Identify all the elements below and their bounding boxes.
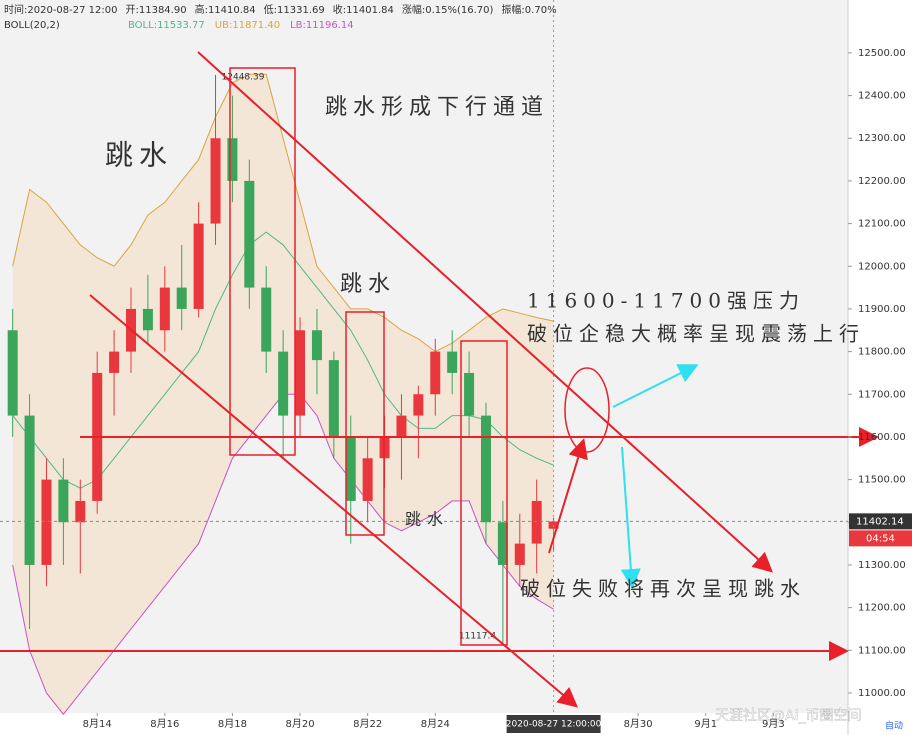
y-tick-label: 12400.00 <box>858 91 906 102</box>
x-tick-label: 9月3 <box>762 718 785 730</box>
candle-body <box>7 330 18 416</box>
candle-body <box>295 330 306 416</box>
y-tick-label: 11600.00 <box>858 432 906 443</box>
candle-body <box>41 479 52 565</box>
y-tick-label: 11200.00 <box>858 603 906 614</box>
crosshair-box <box>506 715 601 733</box>
y-tick-label: 11500.00 <box>858 475 906 486</box>
header-item: 开:11384.90 <box>125 5 186 16</box>
candle-body <box>531 500 542 544</box>
annotation: 11600-11700强压力 <box>527 289 805 313</box>
candle-body <box>362 458 373 501</box>
candle-body <box>278 351 289 416</box>
header-item: 收:11401.84 <box>333 3 394 16</box>
y-tick-label: 12500.00 <box>858 48 906 59</box>
y-tick-label: 11700.00 <box>858 389 906 400</box>
countdown-label: 04:54 <box>866 533 895 544</box>
y-tick-label: 11900.00 <box>858 304 906 315</box>
annotation: 跳水形成下行通道 <box>325 95 549 120</box>
arrow <box>612 364 699 408</box>
arrow <box>620 446 641 589</box>
x-tick-label: 8月22 <box>353 718 382 730</box>
arrow <box>548 438 588 554</box>
annotation: 破位企稳大概率呈现震荡上行 <box>527 322 865 346</box>
candle-body <box>227 138 238 181</box>
legend-entry: UB:11871.40 <box>215 20 280 31</box>
channel-line <box>197 51 773 573</box>
candle-body <box>142 308 153 331</box>
annotations: 跳水形成下行通道 跳水 跳水 跳水 11600-11700强压力 破位企稳大概率… <box>0 51 879 708</box>
x-tick-label: 8月20 <box>285 718 314 730</box>
last-price-label: 11402.14 <box>856 516 904 527</box>
annotation: 跳水 <box>340 272 396 297</box>
legend-entry: BOLL:11533.77 <box>128 20 205 31</box>
low-label: 11117.4 <box>459 631 496 641</box>
candle-body <box>480 415 491 523</box>
x-tick-label: 8月14 <box>83 718 112 730</box>
candle-body <box>497 522 508 565</box>
price-axis-background <box>848 0 912 735</box>
header-line: 时间:2020-08-27 12:00 开:11384.90 高:11410.84 低… <box>4 3 557 16</box>
indicator-line <box>12 231 554 489</box>
candle-body <box>176 287 187 309</box>
candle-body <box>75 500 86 523</box>
candle-body <box>447 351 458 373</box>
red-box <box>345 311 385 536</box>
high-label: 12448.39 <box>222 72 265 82</box>
scale-mode[interactable]: 自动 <box>885 720 903 732</box>
header-item: 低:11331.69 <box>264 3 325 16</box>
y-tick-label: 12300.00 <box>858 133 906 144</box>
last-price-box <box>849 513 912 530</box>
header-item: 振幅:0.70% <box>501 3 556 16</box>
candle-body <box>24 415 35 565</box>
red-box <box>229 67 296 456</box>
y-tick-label: 12100.00 <box>858 219 906 230</box>
x-tick-label: 8月24 <box>421 718 450 730</box>
data-layer: 12448.39 11117.4 <box>0 0 848 716</box>
y-tick-label: 12200.00 <box>858 176 906 187</box>
header-item: 高:11410.84 <box>195 3 256 16</box>
y-tick-label: 11100.00 <box>858 645 906 656</box>
candle-body <box>514 543 525 565</box>
indicator-name: BOLL(20,2) <box>4 20 60 31</box>
watermark: 天涯社区@Ai_币圈空间 <box>715 708 861 724</box>
header-item: 涨幅:0.15%(16.70) <box>402 3 494 16</box>
x-tick-label: 9月1 <box>694 718 717 730</box>
candle-body <box>328 360 339 437</box>
indicator-line <box>12 73 554 353</box>
candle-body <box>396 415 407 437</box>
header: 时间:2020-08-27 12:00 开:11384.90 高:11410.84 低… <box>4 3 557 31</box>
candle-body <box>413 394 424 416</box>
candle-body <box>210 138 221 224</box>
annotation: 破位失败将再次呈现跳水 <box>520 577 806 601</box>
crosshair-label: 2020-08-27 12:00:00 <box>506 720 602 730</box>
x-tick-label: 8月16 <box>150 718 179 730</box>
candle-body <box>109 351 120 373</box>
y-tick-label: 11300.00 <box>858 560 906 571</box>
y-tick-label: 11800.00 <box>858 347 906 358</box>
red-box <box>460 340 508 646</box>
candle-body <box>311 330 322 361</box>
channel-line <box>89 294 579 708</box>
y-tick-label: 11000.00 <box>858 688 906 699</box>
band-fill <box>12 74 554 715</box>
x-tick-label: 8月30 <box>624 718 653 730</box>
annotation: 跳水 <box>105 139 173 172</box>
candle-body <box>464 372 475 416</box>
candle-body <box>58 479 69 523</box>
candle-body <box>345 436 356 501</box>
candle-body <box>430 351 441 395</box>
time-axis-background <box>0 713 848 735</box>
candle-body <box>261 287 272 352</box>
y-tick-label: 12000.00 <box>858 261 906 272</box>
x-tick-label: 8月18 <box>218 718 247 730</box>
annotation: 跳水 <box>405 510 449 529</box>
candle-body <box>244 180 255 288</box>
countdown-box <box>849 530 912 547</box>
candle-body <box>159 287 170 331</box>
header-item: 时间:2020-08-27 12:00 <box>4 3 117 16</box>
legend-entry: LB:11196.14 <box>290 20 354 31</box>
candle-body <box>193 223 204 309</box>
